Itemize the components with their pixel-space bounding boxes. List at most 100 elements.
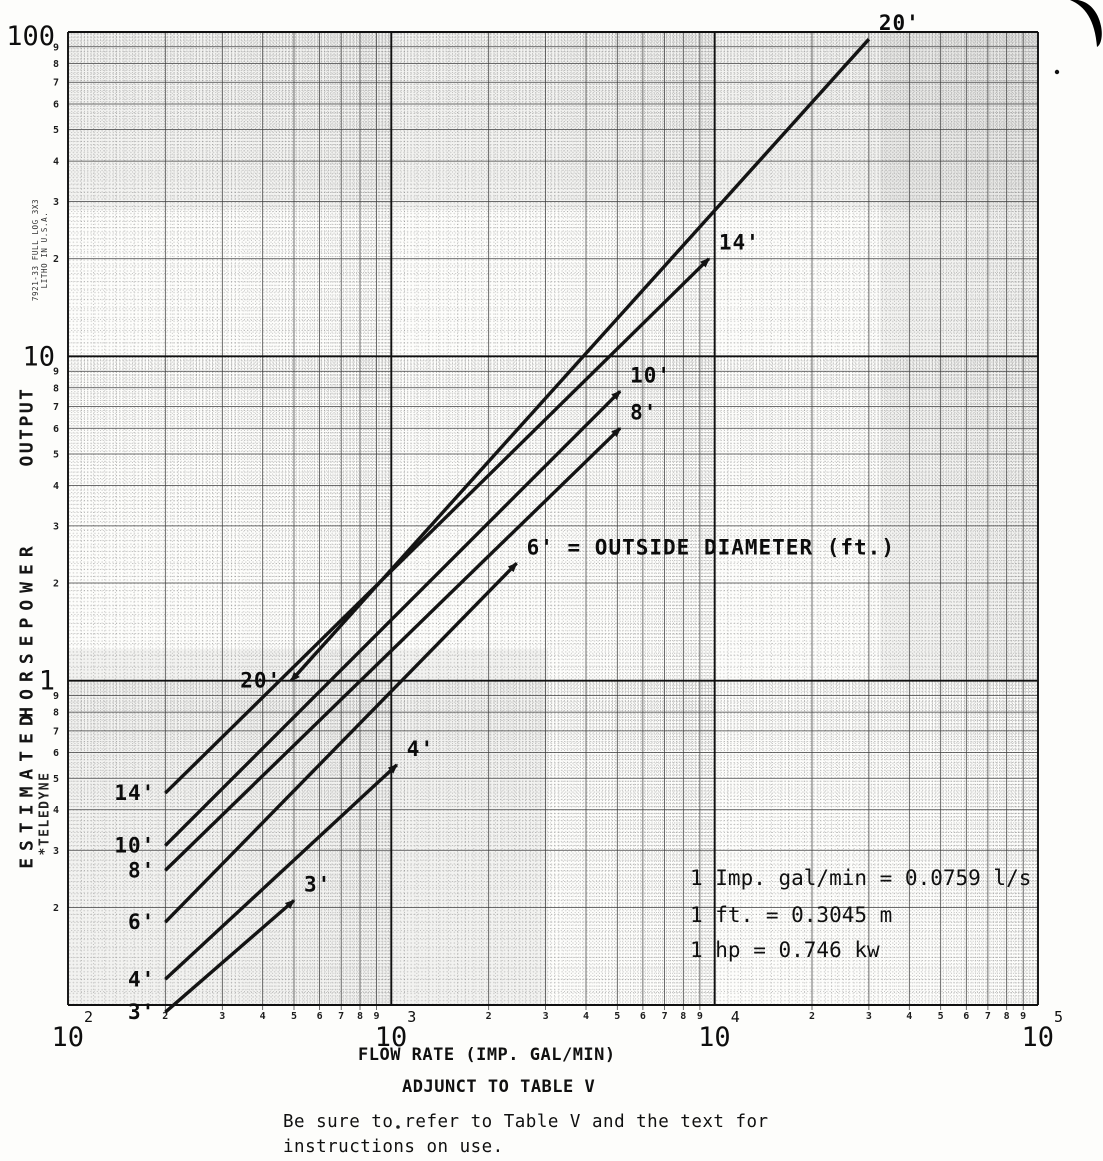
x-tick-digit: 4 xyxy=(583,1011,589,1022)
x-decade-exponent: 4 xyxy=(731,1008,740,1026)
y-tick-digit: 9 xyxy=(53,367,59,378)
x-tick-digit: 5 xyxy=(614,1011,620,1022)
y-axis-word-output: OUTPUT xyxy=(16,386,38,467)
x-tick-digit: 8 xyxy=(357,1011,363,1022)
series-end-label-10ft: 10' xyxy=(630,363,671,387)
series-start-label-20ft: 20' xyxy=(240,669,281,693)
unit-note-hp: 1 hp = 0.746 kw xyxy=(690,938,880,962)
series-end-label-20ft: 20' xyxy=(879,11,920,35)
x-tick-digit: 4 xyxy=(260,1011,266,1022)
series-end-label-8ft: 8' xyxy=(630,400,657,424)
y-tick-digit: 8 xyxy=(53,708,59,719)
x-decade-label: 10 xyxy=(698,1022,731,1053)
axis-tick-labels: 2 3 4 5 6 7 8 9 2 3 4 5 6 7 8 9 2 3 4 5 6 7 8 99876543298765432… xyxy=(6,21,1063,1053)
grid-major-layer xyxy=(67,31,1039,1006)
series-end-label-3ft: 3' xyxy=(304,873,331,897)
series-line-4ft xyxy=(164,763,398,981)
y-tick-digit: 7 xyxy=(53,78,59,89)
x-tick-digit: 9 xyxy=(697,1011,703,1022)
x-decade-label: 10 xyxy=(375,1022,408,1053)
x-tick-digit: 3 xyxy=(219,1011,225,1022)
y-tick-digit: 6 xyxy=(53,424,59,435)
x-tick-digit: 7 xyxy=(338,1011,344,1022)
series-line-20ft xyxy=(289,38,871,682)
series-end-label-6ft: 6' = OUTSIDE DIAMETER (ft.) xyxy=(527,535,895,559)
corner-ink-blob-icon xyxy=(396,0,1102,1129)
y-tick-digit: 9 xyxy=(53,691,59,702)
y-tick-digit: 4 xyxy=(53,805,59,816)
y-tick-digit: 4 xyxy=(53,481,59,492)
y-tick-digit: 5 xyxy=(53,774,59,785)
series-start-label-4ft: 4' xyxy=(128,967,155,991)
y-tick-digit: 2 xyxy=(53,903,59,914)
teledyne-stamp: *TELEDYNE xyxy=(37,771,53,856)
paper-stock-note-line2: LITHO IN U.S.A. xyxy=(40,211,49,289)
y-tick-digit: 3 xyxy=(53,846,59,857)
scan-shading-layer xyxy=(68,32,1038,1005)
x-tick-digit: 6 xyxy=(963,1011,969,1022)
series-end-label-4ft: 4' xyxy=(407,737,434,761)
series-start-label-3ft: 3' xyxy=(128,1000,155,1024)
y-tick-digit: 9 xyxy=(53,42,59,53)
unit-note-ft: 1 ft. = 0.3045 m xyxy=(690,903,893,927)
y-tick-digit: 2 xyxy=(53,579,59,590)
x-tick-digit: 7 xyxy=(985,1011,991,1022)
series-line-10ft xyxy=(164,390,622,847)
grid-fine-layer xyxy=(68,32,1038,1005)
y-tick-digit: 8 xyxy=(53,383,59,394)
series-line-6ft xyxy=(164,562,518,924)
x-tick-digit: 6 xyxy=(640,1011,646,1022)
x-tick-digit: 7 xyxy=(662,1011,668,1022)
grid-minor-layer xyxy=(68,32,1038,1010)
x-tick-digit: 2 xyxy=(809,1011,815,1022)
x-tick-digit: 5 xyxy=(291,1011,297,1022)
y-axis-word-estimated: ESTIMATED xyxy=(16,708,38,869)
x-tick-digit: 8 xyxy=(680,1011,686,1022)
x-tick-digit: 5 xyxy=(938,1011,944,1022)
x-decade-exponent: 2 xyxy=(84,1008,93,1026)
x-decade-exponent: 5 xyxy=(1054,1008,1063,1026)
series-start-label-8ft: 8' xyxy=(128,858,155,882)
x-tick-digit: 2 xyxy=(486,1011,492,1022)
y-tick-digit: 5 xyxy=(53,125,59,136)
x-tick-digit: 8 xyxy=(1004,1011,1010,1022)
y-tick-digit: 3 xyxy=(53,521,59,532)
usage-note-line2: instructions on use. xyxy=(283,1137,504,1157)
x-decade-label: 10 xyxy=(1021,1022,1054,1053)
y-tick-digit: 2 xyxy=(53,254,59,265)
x-axis-title: FLOW RATE (IMP. GAL/MIN) xyxy=(358,1045,616,1065)
x-tick-digit: 9 xyxy=(373,1011,379,1022)
x-tick-digit: 4 xyxy=(906,1011,912,1022)
x-tick-digit: 3 xyxy=(543,1011,549,1022)
x-tick-digit: 2 xyxy=(162,1011,168,1022)
series-label-layer: 3' 3' 4' 4' 6' 6' = OUTSIDE DIAMETER (ft.) 8' 8… xyxy=(114,11,920,1024)
series-line-8ft xyxy=(164,427,622,872)
y-tick-digit: 6 xyxy=(53,100,59,111)
y-tick-digit: 7 xyxy=(53,402,59,413)
x-tick-digit: 6 xyxy=(317,1011,323,1022)
series-start-label-6ft: 6' xyxy=(128,910,155,934)
y-tick-digit: 6 xyxy=(53,748,59,759)
series-end-label-14ft: 14' xyxy=(719,231,760,255)
y-tick-digit: 4 xyxy=(53,157,59,168)
y-tick-digit: 3 xyxy=(53,197,59,208)
y-tick-digit: 7 xyxy=(53,726,59,737)
usage-note-line1: Be sure to refer to Table V and the text… xyxy=(283,1112,769,1132)
series-layer xyxy=(164,38,871,1014)
x-tick-digit: 3 xyxy=(866,1011,872,1022)
chart-subtitle: ADJUNCT TO TABLE V xyxy=(402,1077,596,1097)
series-line-3ft xyxy=(164,899,296,1014)
y-tick-digit: 5 xyxy=(53,450,59,461)
paper-stock-note-line1: 7921-33 FULL LOG 3X3 xyxy=(31,198,40,302)
unit-note-gal-per-min: 1 Imp. gal/min = 0.0759 l/s xyxy=(690,866,1032,890)
series-start-label-14ft: 14' xyxy=(114,781,155,805)
plot-area-texture xyxy=(68,32,1038,1005)
x-decade-exponent: 3 xyxy=(407,1008,416,1026)
series-start-label-10ft: 10' xyxy=(114,834,155,858)
y-decade-label: 1 xyxy=(39,666,55,697)
y-decade-label: 100 xyxy=(6,21,55,52)
paper-stock-note: 7921-33 FULL LOG 3X3 LITHO IN U.S.A. xyxy=(31,150,49,350)
y-tick-digit: 8 xyxy=(53,59,59,70)
